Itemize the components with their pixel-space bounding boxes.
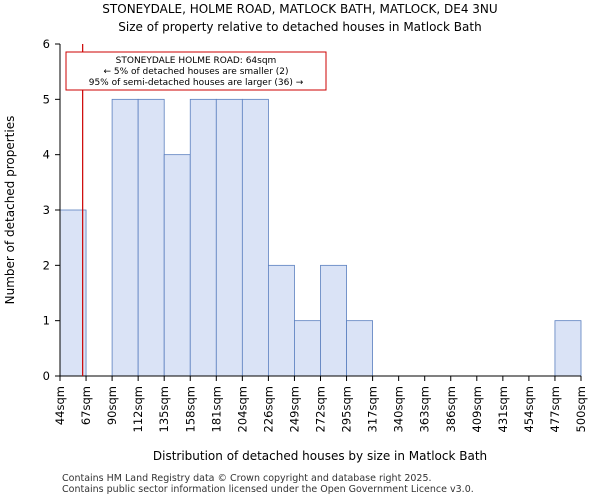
x-tick-label: 454sqm — [522, 386, 536, 432]
x-tick-label: 90sqm — [105, 386, 119, 425]
x-tick-label: 67sqm — [79, 386, 93, 425]
x-tick-label: 226sqm — [261, 386, 275, 432]
x-tick-label: 181sqm — [209, 386, 223, 432]
x-tick-label: 477sqm — [548, 386, 562, 432]
y-tick-label: 6 — [43, 37, 50, 51]
x-tick-label: 295sqm — [340, 386, 354, 432]
y-tick-label: 0 — [43, 369, 50, 383]
y-tick-label: 1 — [43, 314, 50, 328]
bar — [320, 264, 347, 377]
bar — [111, 98, 139, 377]
y-tick-label: 2 — [43, 258, 50, 272]
bar — [554, 320, 582, 377]
x-axis-label: Distribution of detached houses by size … — [153, 449, 487, 463]
annotation-line-2: ← 5% of detached houses are smaller (2) — [103, 67, 288, 77]
x-tick-label: 112sqm — [131, 386, 145, 432]
x-tick-label: 363sqm — [418, 386, 432, 432]
x-tick-label: 431sqm — [496, 386, 510, 432]
y-tick-label: 4 — [43, 148, 50, 162]
chart-title: STONEYDALE, HOLME ROAD, MATLOCK BATH, MA… — [102, 2, 497, 16]
x-tick-label: 158sqm — [183, 386, 197, 432]
x-tick-label: 317sqm — [366, 386, 380, 432]
bar — [189, 98, 217, 377]
bar — [137, 98, 165, 377]
bar — [346, 320, 373, 377]
x-tick-label: 135sqm — [157, 386, 171, 432]
chart-subtitle: Size of property relative to detached ho… — [118, 20, 481, 34]
footer-credit-2: Contains public sector information licen… — [62, 484, 474, 495]
annotation-line-1: STONEYDALE HOLME ROAD: 64sqm — [116, 56, 277, 66]
y-tick-label: 5 — [43, 92, 50, 106]
bar — [163, 154, 191, 377]
x-tick-label: 500sqm — [574, 386, 588, 432]
x-tick-label: 204sqm — [235, 386, 249, 432]
bar — [59, 209, 87, 377]
annotation-line-3: 95% of semi-detached houses are larger (… — [89, 78, 304, 88]
bar — [294, 320, 321, 377]
x-tick-label: 44sqm — [53, 386, 67, 425]
x-tick-label: 272sqm — [314, 386, 328, 432]
plot-area: 0 1 2 3 4 5 6 44sqm 67sqm 90sqm 112sqm 135sqm 158sqm… — [43, 37, 588, 432]
annotation-box — [65, 51, 327, 91]
x-tick-label: 386sqm — [444, 386, 458, 432]
annotation: STONEYDALE HOLME ROAD: 64sqm ← 5% of det… — [65, 51, 327, 91]
x-tick-label: 340sqm — [392, 386, 406, 432]
bar — [241, 98, 269, 377]
footer-credit-1: Contains HM Land Registry data © Crown c… — [62, 473, 432, 484]
bar — [267, 264, 295, 377]
bar — [215, 98, 243, 377]
y-tick-label: 3 — [43, 203, 50, 217]
x-tick-label: 249sqm — [287, 386, 301, 432]
y-axis-label: Number of detached properties — [3, 116, 17, 305]
x-tick-label: 409sqm — [470, 386, 484, 432]
